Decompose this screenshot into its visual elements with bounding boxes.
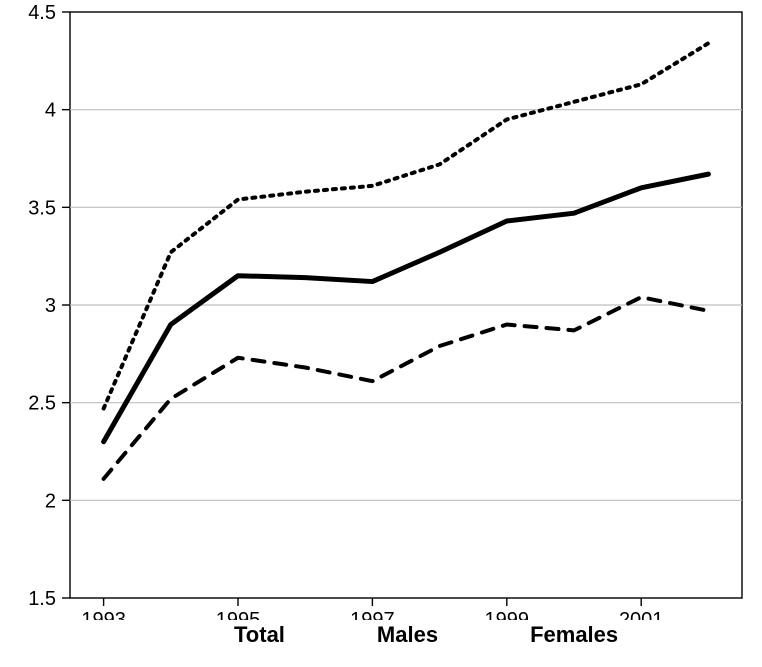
y-tick-label: 2.5 xyxy=(28,393,56,415)
y-tick-label: 4.5 xyxy=(28,2,56,24)
chart-legend: Total Males Females xyxy=(170,622,618,648)
legend-item-females: Females xyxy=(466,622,618,648)
chart-container: 1.5 2 2.5 3 3.5 4 4.5 1993 1995 1997 1999 2001 Tota… xyxy=(0,0,762,667)
x-tick-label: 1993 xyxy=(81,609,126,620)
legend-swatch-males xyxy=(313,632,369,638)
y-tick-label: 2 xyxy=(45,490,56,512)
legend-item-males: Males xyxy=(313,622,438,648)
legend-swatch-total xyxy=(170,632,226,638)
legend-label-males: Males xyxy=(377,622,438,648)
y-tick-label: 3.5 xyxy=(28,197,56,219)
x-tick-label: 1999 xyxy=(485,609,530,620)
y-tick-label: 1.5 xyxy=(28,588,56,610)
legend-label-total: Total xyxy=(234,622,285,648)
legend-swatch-females xyxy=(466,632,522,638)
x-tick-label: 1995 xyxy=(216,609,261,620)
y-tick-label: 3 xyxy=(45,295,56,317)
line-chart: 1.5 2 2.5 3 3.5 4 4.5 1993 1995 1997 1999 2001 xyxy=(0,0,762,620)
legend-label-females: Females xyxy=(530,622,618,648)
x-tick-label: 2001 xyxy=(619,609,664,620)
legend-item-total: Total xyxy=(170,622,285,648)
y-tick-label: 4 xyxy=(45,100,56,122)
x-tick-label: 1997 xyxy=(350,609,395,620)
